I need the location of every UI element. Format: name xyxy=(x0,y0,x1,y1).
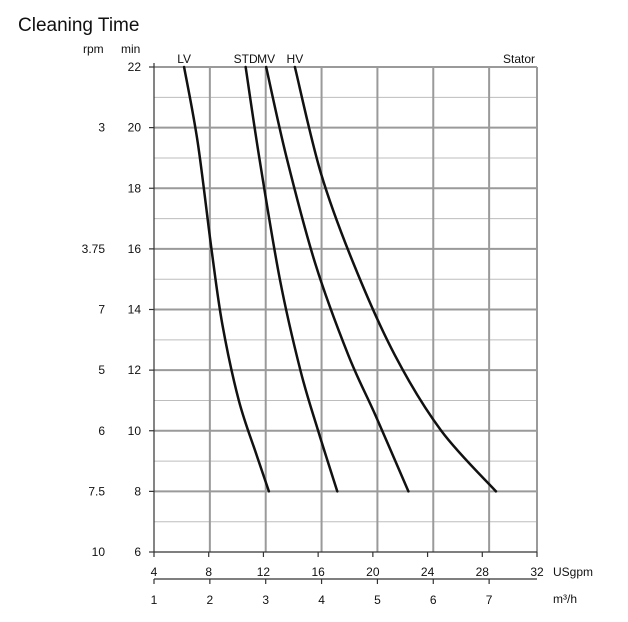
y-tick-label: 12 xyxy=(128,363,142,377)
series-line-hv xyxy=(293,65,498,493)
x-tick-label: 8 xyxy=(205,565,212,579)
x-m3h-tick-label: 6 xyxy=(430,593,437,607)
series-line-std xyxy=(244,65,339,493)
x-tick-label: 16 xyxy=(311,565,325,579)
x-tick-label: 12 xyxy=(257,565,271,579)
chart-title: Cleaning Time xyxy=(18,15,139,36)
series-label-mv: MV xyxy=(257,52,275,66)
rpm-tick-label: 3 xyxy=(98,121,105,135)
x-m3h-tick-label: 4 xyxy=(318,593,325,607)
series-label-std: STD xyxy=(234,52,258,66)
min-axis-label: min xyxy=(121,42,140,56)
series-line-lv xyxy=(182,65,271,493)
x-m3h-tick-label: 3 xyxy=(262,593,269,607)
x-m3h-tick-label: 1 xyxy=(151,593,158,607)
series-label-stator: Stator xyxy=(503,52,535,66)
series-label-lv: LV xyxy=(177,52,191,66)
x-m3h-tick-label: 2 xyxy=(207,593,214,607)
y-tick-label: 10 xyxy=(128,424,142,438)
x-tick-label: 28 xyxy=(476,565,490,579)
x-tick-label: 20 xyxy=(366,565,380,579)
y-tick-label: 20 xyxy=(128,121,142,135)
rpm-tick-label: 3.75 xyxy=(82,242,106,256)
y-tick-label: 14 xyxy=(128,303,142,317)
series-line-mv xyxy=(264,65,410,493)
rpm-tick-label: 7 xyxy=(98,303,105,317)
y-tick-label: 18 xyxy=(128,181,142,195)
x-m3h-tick-label: 7 xyxy=(486,593,493,607)
rpm-tick-label: 5 xyxy=(98,363,105,377)
y-tick-label: 16 xyxy=(128,242,142,256)
x-tick-label: 4 xyxy=(151,565,158,579)
rpm-tick-label: 6 xyxy=(98,424,105,438)
series-label-hv: HV xyxy=(287,52,304,66)
y-tick-label: 22 xyxy=(128,60,142,74)
x-tick-label: 32 xyxy=(530,565,544,579)
x-axis-label-usgpm: USgpm xyxy=(553,565,593,579)
rpm-axis-label: rpm xyxy=(83,42,104,56)
rpm-tick-label: 7.5 xyxy=(88,484,105,498)
y-tick-label: 8 xyxy=(134,484,141,498)
x-m3h-tick-label: 5 xyxy=(374,593,381,607)
x-tick-label: 24 xyxy=(421,565,435,579)
rpm-tick-label: 10 xyxy=(92,545,106,559)
y-tick-label: 6 xyxy=(134,545,141,559)
x-axis-label-m3h: m³/h xyxy=(553,592,577,606)
